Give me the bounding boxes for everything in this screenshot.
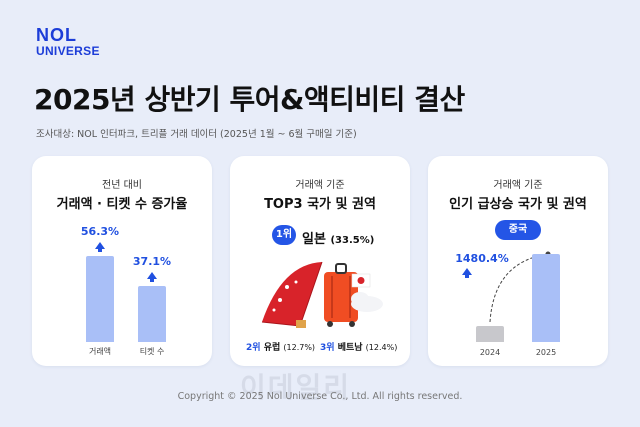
rank2-label: 2위 유럽 (12.7%) [246,340,315,353]
top3-card-heading: TOP3 국가 및 권역 [264,197,376,212]
watermark: 이데일리 [240,371,352,404]
top3-card: 거래액 기준 TOP3 국가 및 권역 1위 일본 (33.5%) 2위 [230,156,410,366]
up-arrow-icon [147,272,157,282]
cloud-icon [351,292,383,312]
rank2-badge: 2위 [246,343,261,353]
page-subtitle: 조사대상: NOL 인터파크, 트리플 거래 데이터 (2025년 1월 ~ 6… [36,129,357,140]
value-label-ticket: 37.1% [132,255,172,268]
trending-card-heading: 인기 급상승 국가 및 권역 [449,197,587,212]
rank2-share: (12.7%) [283,343,316,352]
category-label-2024: 2024 [479,348,501,357]
brand-logo: NOL UNIVERSE [36,26,136,57]
page-title: 2025년 상반기 투어&액티비티 결산 [34,83,465,116]
rank3-badge: 3위 [320,343,335,353]
suitcase-icon [324,263,358,327]
value-label-growth: 1480.4% [455,252,509,265]
growth-card: 전년 대비 거래액 · 티켓 수 증가율 56.3% 37.1% 거래액 티켓 … [32,156,212,366]
japan-flag-icon [351,273,371,288]
bar-ticket-count [138,286,166,342]
up-arrow-icon [95,242,105,252]
growth-card-heading: 거래액 · 티켓 수 증가율 [56,197,188,212]
bar-transaction-amount [86,256,114,342]
trending-country-badge: 중국 [495,220,541,240]
rank3-label: 3위 베트남 (12.4%) [320,340,397,353]
rank2-country: 유럽 [263,343,281,353]
category-label-ticket: 티켓 수 [139,347,165,356]
trending-card: 거래액 기준 인기 급상승 국가 및 권역 중국 1480.4% 2024 20… [428,156,608,366]
travel-illustration [261,261,383,328]
bar-2024 [476,326,504,342]
rank3-country: 베트남 [337,343,363,353]
value-label-transaction: 56.3% [80,225,120,238]
growth-card-top: 전년 대비 [102,180,142,191]
category-label-transaction: 거래액 [88,347,112,356]
trending-card-top: 거래액 기준 [493,180,543,191]
rank1-share: (33.5%) [330,235,375,246]
rank3-share: (12.4%) [365,343,398,352]
category-label-2025: 2025 [535,348,557,357]
folding-fan-icon [261,261,323,328]
rank1-label: 일본 (33.5%) [302,228,374,247]
logo-line2: UNIVERSE [36,44,100,58]
rank1-badge: 1위 [272,225,296,245]
up-arrow-icon [462,268,472,278]
copyright-footer: Copyright © 2025 Nol Universe Co., Ltd. … [177,391,463,402]
bar-2025 [532,254,560,342]
logo-line1: NOL [36,25,77,45]
rank1-country: 일본 [302,232,326,247]
top3-card-top: 거래액 기준 [295,180,345,191]
